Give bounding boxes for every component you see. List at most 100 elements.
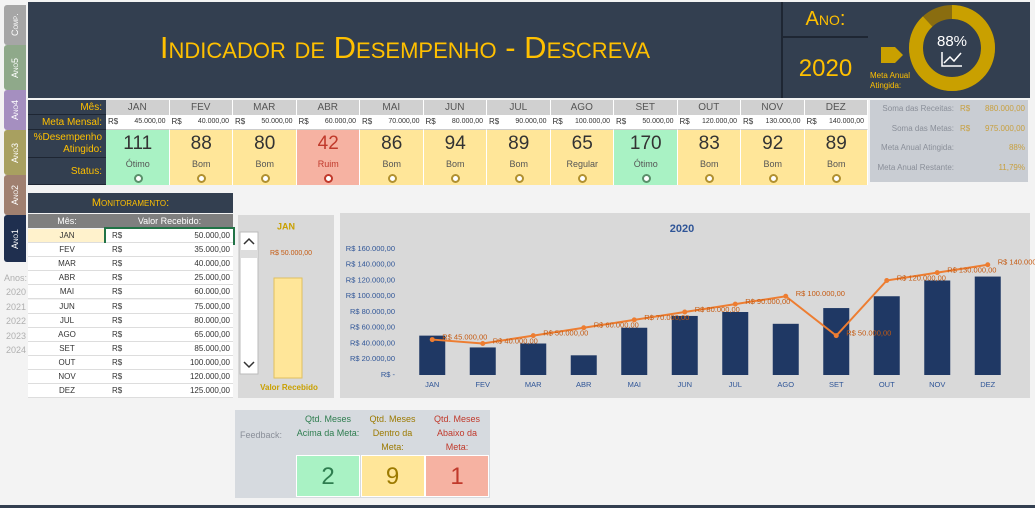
year-item[interactable]: 2024 xyxy=(6,345,27,355)
goal-currency: R$ xyxy=(298,117,309,126)
month-cell[interactable]: NOV xyxy=(28,370,106,384)
month-cell[interactable]: AGO xyxy=(28,327,106,342)
year-item[interactable]: 2020 xyxy=(6,287,27,297)
mini-data-label: R$ 50.000,00 xyxy=(270,250,312,257)
sheet-tab[interactable]: Ano2 xyxy=(4,175,26,215)
sheet-tab[interactable]: Ano1 xyxy=(4,215,26,262)
goal-value: 70.000,00 xyxy=(388,118,420,125)
x-tick-label: MAI xyxy=(628,380,641,389)
value-cell[interactable] xyxy=(106,299,233,314)
year-item[interactable]: 2021 xyxy=(6,301,27,312)
goal-currency: R$ xyxy=(489,117,500,126)
feedback-value: 2 xyxy=(296,455,360,497)
bar xyxy=(823,308,850,375)
x-tick-label: FEV xyxy=(475,380,490,389)
year-item[interactable]: 2023 xyxy=(6,330,27,341)
goal-cell xyxy=(169,115,233,130)
value-cell[interactable] xyxy=(106,384,233,399)
value-cell[interactable] xyxy=(106,257,233,272)
mini-bar xyxy=(273,277,303,379)
performance-value: 86 xyxy=(381,133,403,154)
value-cell[interactable] xyxy=(106,355,233,370)
value-cell[interactable] xyxy=(106,271,233,286)
goal-cell xyxy=(487,115,551,130)
performance-value: 80 xyxy=(254,133,276,154)
feedback-head: Qtd. Meses Dentro da Meta: xyxy=(360,412,425,454)
divider xyxy=(781,2,783,98)
y-tick-label: R$ - xyxy=(381,370,396,379)
month-header: FEV xyxy=(169,100,233,115)
goal-value: 80.000,00 xyxy=(451,118,483,125)
value: 120.000,00 xyxy=(189,372,230,381)
performance-value: 42 xyxy=(317,133,339,154)
performance-value: 89 xyxy=(825,133,847,154)
line-point xyxy=(783,293,789,299)
status-icon xyxy=(324,174,334,183)
chart-area xyxy=(340,213,1030,398)
value-cell[interactable] xyxy=(106,285,233,300)
goal-value: 90.000,00 xyxy=(515,118,547,125)
month-header: DEZ xyxy=(804,100,868,115)
currency: R$ xyxy=(112,357,123,367)
month-header: AGO xyxy=(550,100,614,115)
month-cell[interactable]: ABR xyxy=(28,271,106,286)
bar xyxy=(469,347,496,375)
year-label: Ano: xyxy=(805,8,846,30)
value: 60.000,00 xyxy=(194,287,230,297)
line-point xyxy=(833,333,839,339)
value-cell[interactable] xyxy=(106,313,233,328)
value: 80.000,00 xyxy=(194,315,230,325)
data-label: R$ 60.000,00 xyxy=(594,321,639,330)
sheet-tab[interactable]: Ano5 xyxy=(4,45,26,90)
value: 40.000,00 xyxy=(194,259,230,269)
value: 25.000,00 xyxy=(194,273,230,283)
performance-value: 88 xyxy=(190,133,212,154)
month-cell[interactable]: MAR xyxy=(28,257,106,272)
value-cell[interactable] xyxy=(104,227,235,245)
value-cell[interactable] xyxy=(106,370,233,384)
performance-value: 94 xyxy=(444,133,466,154)
currency: R$ xyxy=(112,343,123,353)
goal-currency: R$ xyxy=(679,117,690,126)
currency: R$ xyxy=(112,259,123,269)
sheet-tab[interactable]: Ano3 xyxy=(4,130,26,175)
month-cell[interactable]: JUN xyxy=(28,299,106,314)
month-cell[interactable]: SET xyxy=(28,341,106,356)
month-cell[interactable]: DEZ xyxy=(28,384,106,399)
x-tick-label: JUN xyxy=(677,380,692,389)
performance-value: 89 xyxy=(508,133,530,154)
bar xyxy=(722,312,749,375)
y-tick-label: R$ 120.000,00 xyxy=(346,275,395,284)
value-cell[interactable] xyxy=(106,341,233,356)
value: 75.000,00 xyxy=(194,301,230,311)
year-item[interactable]: 2022 xyxy=(6,316,27,326)
data-label: R$ 45.000,00 xyxy=(442,333,487,342)
value-cell[interactable] xyxy=(106,327,233,342)
line-point xyxy=(581,325,587,331)
summary-label: Soma das Metas: xyxy=(891,123,954,133)
x-tick-label: AGO xyxy=(777,380,794,389)
row-label: Mês: xyxy=(28,100,106,115)
line xyxy=(432,263,988,345)
goal-value: 45.000,00 xyxy=(134,118,166,125)
month-cell[interactable]: FEV xyxy=(28,243,106,258)
y-tick-label: R$ 140.000,00 xyxy=(346,260,395,269)
y-tick-label: R$ 40.000,00 xyxy=(350,338,395,347)
performance-value: 170 xyxy=(629,133,662,154)
feedback-head: Qtd. Meses Acima da Meta: xyxy=(296,412,360,454)
month-cell[interactable]: MAI xyxy=(28,285,106,300)
header xyxy=(28,2,868,98)
month-cell[interactable]: OUT xyxy=(28,355,106,370)
x-tick-label: SET xyxy=(829,380,844,389)
goal-currency: R$ xyxy=(362,117,373,126)
sheet-tab[interactable]: Ano4 xyxy=(4,90,26,130)
month-cell[interactable]: JUL xyxy=(28,313,106,328)
value-cell[interactable] xyxy=(106,243,233,258)
goal-currency: R$ xyxy=(552,117,563,126)
year: 2020 xyxy=(798,55,853,82)
sheet-tab[interactable]: Comp. xyxy=(4,5,26,45)
goal-currency: R$ xyxy=(108,117,119,126)
month-cell[interactable]: JAN xyxy=(28,229,106,243)
data-label: R$ 50.000,00 xyxy=(543,329,588,338)
monitoring-header: Valor Recebido: xyxy=(106,214,233,228)
